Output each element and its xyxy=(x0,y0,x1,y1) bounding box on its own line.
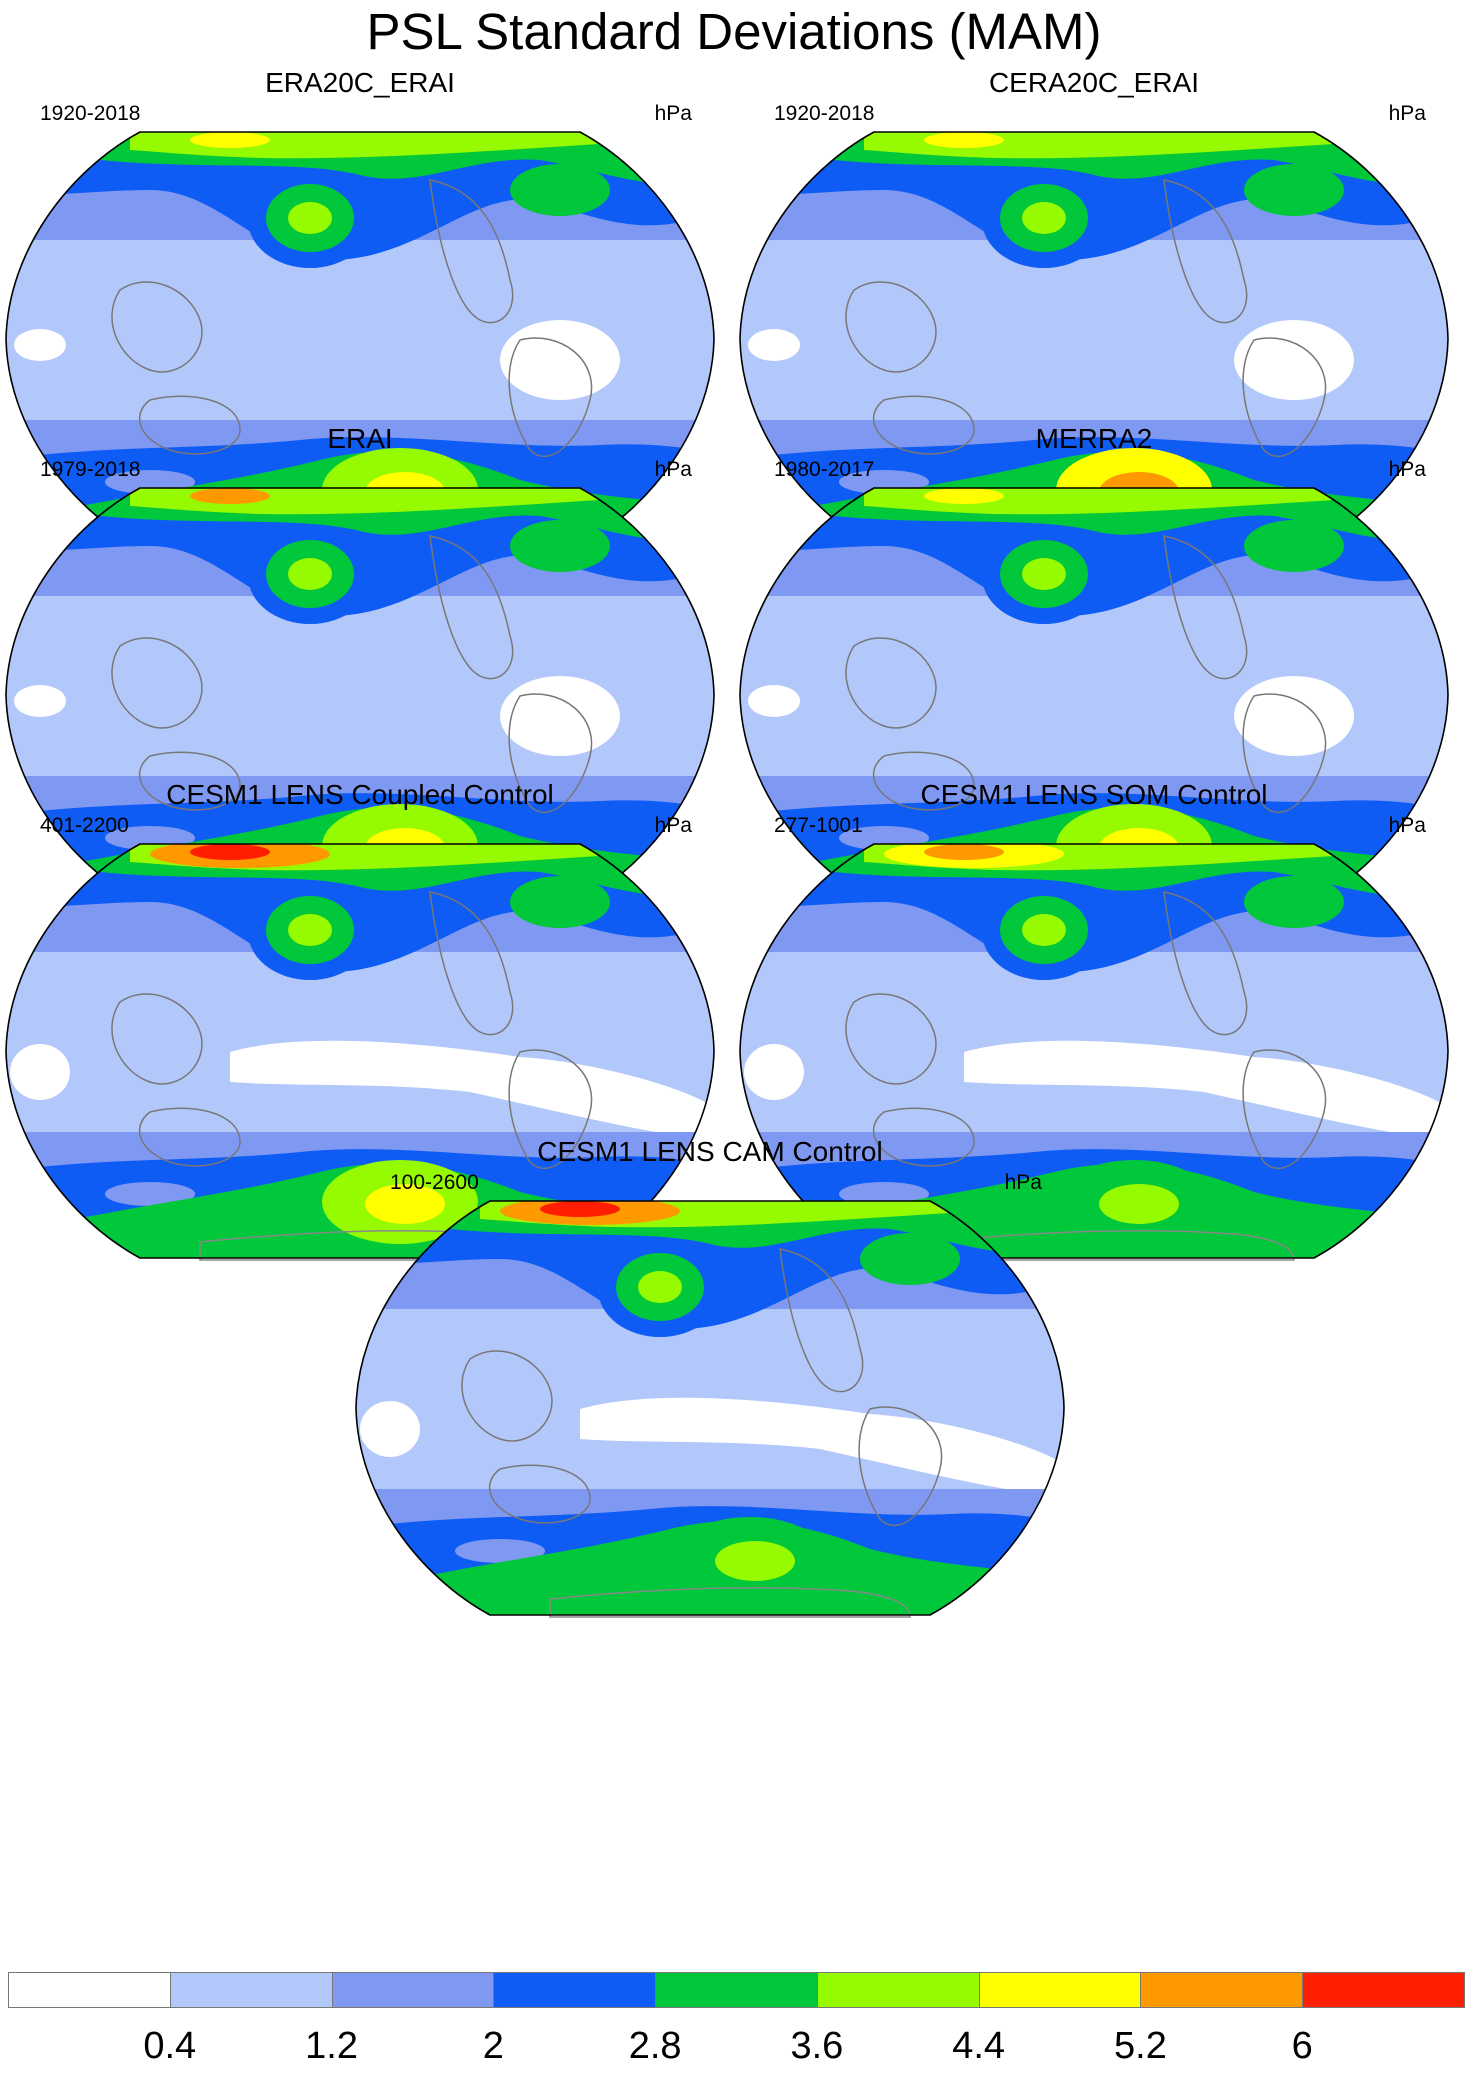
colorbar-swatch xyxy=(8,1972,171,2008)
panel-years: 1920-2018 xyxy=(774,102,875,125)
panel-title: CESM1 LENS CAM Control xyxy=(537,1136,883,1167)
panel-units: hPa xyxy=(654,458,692,481)
robinson-map xyxy=(355,1200,1065,1618)
colorbar-tick-label: 1.2 xyxy=(305,2025,358,2067)
panel-years: 401-2200 xyxy=(40,814,129,837)
colorbar-tick-label: 3.6 xyxy=(790,2025,844,2067)
panel-years: 100-2600 xyxy=(390,1171,479,1194)
robinson-map xyxy=(739,131,1449,549)
colorbar-tick-label: 5.2 xyxy=(1114,2025,1167,2067)
panel-units: hPa xyxy=(1004,1171,1042,1194)
map-panel: CERA20C_ERAI 1920-2018 hPa xyxy=(734,67,1454,549)
panel-title: MERRA2 xyxy=(1035,423,1153,454)
panel-title: ERA20C_ERAI xyxy=(265,67,455,98)
panel-title: CESM1 LENS SOM Control xyxy=(920,779,1268,810)
colorbar-swatch xyxy=(1302,1972,1465,2008)
figure-title: PSL Standard Deviations (MAM) xyxy=(366,3,1102,60)
colorbar-swatch xyxy=(1140,1972,1304,2008)
colorbar-tick-label: 0.4 xyxy=(143,2025,197,2067)
panel-units: hPa xyxy=(654,814,692,837)
map-panel: CESM1 LENS CAM Control 100-2600 hPa xyxy=(350,1136,1070,1618)
panel-title: CESM1 LENS Coupled Control xyxy=(166,779,554,810)
panel-units: hPa xyxy=(1388,102,1426,125)
colorbar-swatch xyxy=(493,1972,657,2008)
panel-years: 1980-2017 xyxy=(774,458,875,481)
map-panel: CESM1 LENS Coupled Control 401-2200 hPa xyxy=(0,779,720,1261)
panel-units: hPa xyxy=(1388,814,1426,837)
colorbar-tick-label: 4.4 xyxy=(952,2025,1006,2067)
panel-years: 1920-2018 xyxy=(40,102,141,125)
colorbar-swatch xyxy=(655,1972,818,2008)
map-panel: CESM1 LENS SOM Control 277-1001 hPa xyxy=(734,779,1454,1261)
colorbar-swatch xyxy=(331,1972,495,2008)
panel-units: hPa xyxy=(654,102,692,125)
robinson-map xyxy=(739,843,1449,1261)
panel-title: ERAI xyxy=(327,423,393,454)
colorbar-swatch xyxy=(169,1972,333,2008)
panel-title: CERA20C_ERAI xyxy=(988,67,1200,98)
colorbar-tick-label: 6 xyxy=(1291,2025,1313,2067)
panel-years: 277-1001 xyxy=(774,814,863,837)
colorbar-tick-label: 2 xyxy=(482,2025,504,2067)
panel-years: 1979-2018 xyxy=(40,458,141,481)
colorbar-swatch xyxy=(978,1972,1142,2008)
colorbar-tick-label: 2.8 xyxy=(628,2025,682,2067)
panel-units: hPa xyxy=(1388,458,1426,481)
colorbar-swatch xyxy=(816,1972,980,2008)
robinson-map xyxy=(5,843,715,1261)
colorbar xyxy=(8,1972,1465,2012)
